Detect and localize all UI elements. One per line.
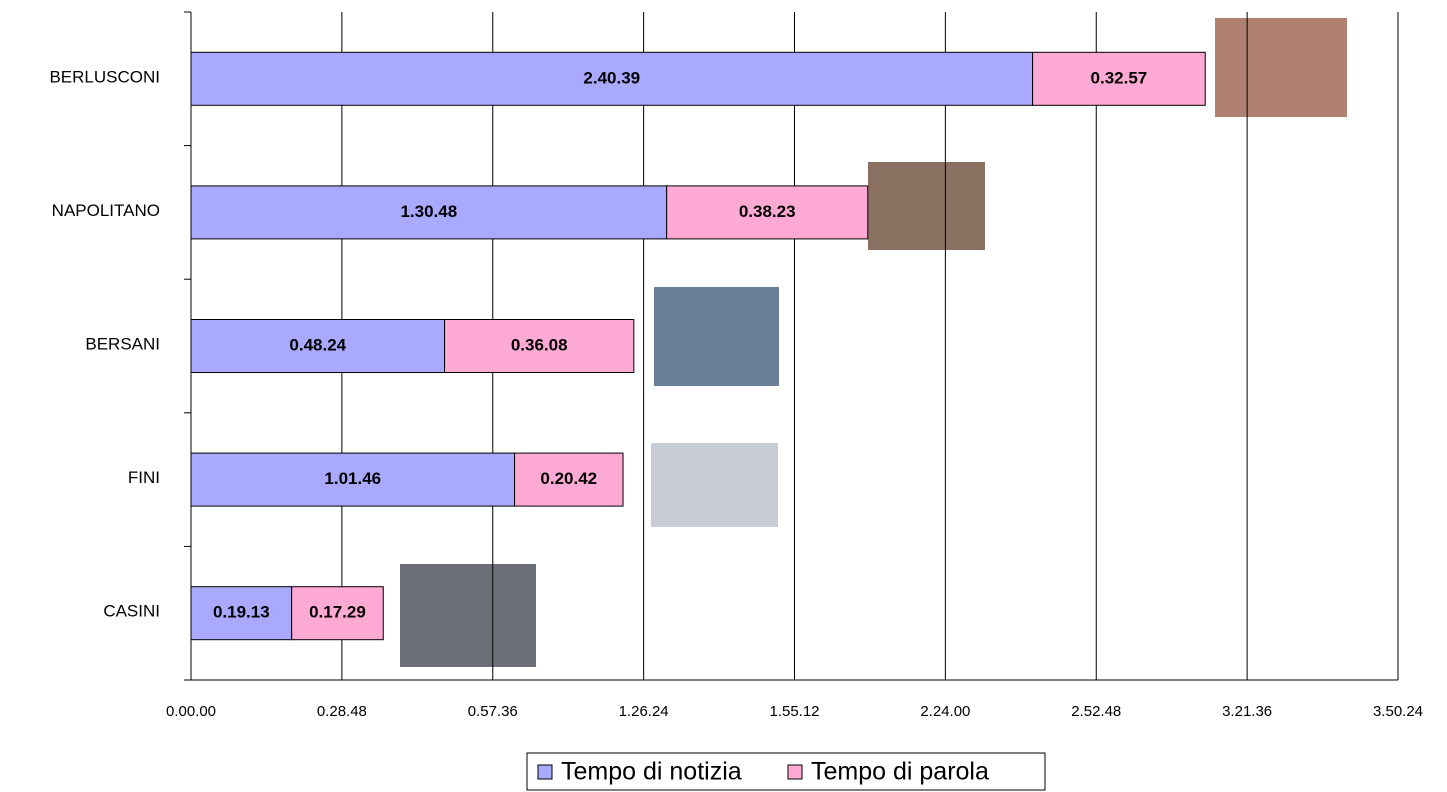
value-label: 2.40.39 (583, 68, 640, 87)
value-label: 0.32.57 (1091, 68, 1148, 87)
photo (651, 443, 778, 527)
legend-box (526, 752, 1046, 791)
legend-swatch (537, 764, 553, 780)
value-label: 0.19.13 (213, 603, 270, 622)
category-label: CASINI (103, 602, 160, 621)
legend-swatch (787, 764, 803, 780)
bar-segment (514, 452, 624, 507)
legend-label: Tempo di notizia (561, 758, 742, 786)
x-tick-label: 0.00.00 (166, 703, 216, 720)
x-tick-label: 2.24.00 (920, 703, 970, 720)
value-label: 0.17.29 (309, 603, 366, 622)
bar-segment (1032, 51, 1206, 106)
photos (400, 18, 1347, 667)
photo (868, 162, 985, 250)
x-tick-label: 0.28.48 (317, 703, 367, 720)
x-tick-label: 2.52.48 (1071, 703, 1121, 720)
x-tick-label: 3.50.24 (1373, 703, 1423, 720)
x-tick-label: 0.57.36 (468, 703, 518, 720)
bar-segment (444, 319, 635, 373)
bar-segment (291, 586, 384, 641)
bar-segment (190, 51, 1034, 106)
value-label: 1.30.48 (400, 202, 457, 221)
x-tick-label: 3.21.36 (1222, 703, 1272, 720)
category-label: NAPOLITANO (52, 201, 160, 220)
value-label: 0.20.42 (540, 469, 597, 488)
photo (654, 287, 779, 386)
category-label: BERLUSCONI (49, 67, 160, 86)
bar-segment (666, 185, 869, 240)
photo (1215, 18, 1347, 117)
bar-segment (190, 185, 668, 240)
bar-segment (190, 319, 446, 373)
value-label: 0.38.23 (739, 202, 796, 221)
x-tick-label: 1.55.12 (769, 703, 819, 720)
x-tick-label: 1.26.24 (619, 703, 669, 720)
value-label: 1.01.46 (324, 469, 381, 488)
bar-segment (190, 452, 516, 507)
photo (400, 564, 536, 667)
value-label: 0.48.24 (289, 335, 346, 354)
category-label: FINI (128, 468, 160, 487)
value-label: 0.36.08 (511, 335, 568, 354)
category-label: BERSANI (85, 334, 160, 353)
legend-label: Tempo di parola (811, 758, 989, 786)
